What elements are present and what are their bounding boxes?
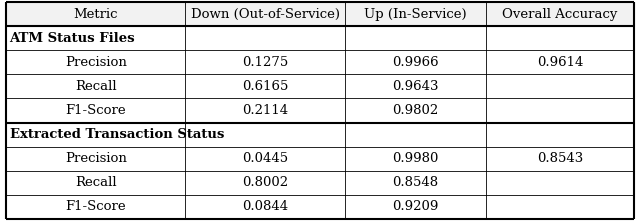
Text: Down (Out-of-Service): Down (Out-of-Service) bbox=[191, 8, 340, 21]
Text: 0.9614: 0.9614 bbox=[537, 56, 583, 69]
Text: 0.9209: 0.9209 bbox=[392, 200, 439, 213]
Text: Precision: Precision bbox=[65, 152, 127, 165]
Text: F1-Score: F1-Score bbox=[65, 104, 126, 117]
Text: Up (In-Service): Up (In-Service) bbox=[364, 8, 467, 21]
Text: 0.8002: 0.8002 bbox=[242, 176, 288, 189]
Text: 0.9802: 0.9802 bbox=[392, 104, 439, 117]
Text: Recall: Recall bbox=[75, 80, 116, 93]
Bar bbox=[6, 2, 634, 26]
Text: Extracted Transaction Status: Extracted Transaction Status bbox=[10, 128, 224, 141]
Text: 0.2114: 0.2114 bbox=[242, 104, 288, 117]
Text: 0.9643: 0.9643 bbox=[392, 80, 439, 93]
Text: Metric: Metric bbox=[74, 8, 118, 21]
Text: ATM Status Files: ATM Status Files bbox=[10, 32, 135, 45]
Text: 0.0445: 0.0445 bbox=[242, 152, 288, 165]
Text: 0.1275: 0.1275 bbox=[242, 56, 288, 69]
Text: F1-Score: F1-Score bbox=[65, 200, 126, 213]
Text: Recall: Recall bbox=[75, 176, 116, 189]
Text: 0.8543: 0.8543 bbox=[537, 152, 583, 165]
Text: 0.8548: 0.8548 bbox=[392, 176, 438, 189]
Text: Overall Accuracy: Overall Accuracy bbox=[502, 8, 618, 21]
Text: 0.9980: 0.9980 bbox=[392, 152, 439, 165]
Text: Precision: Precision bbox=[65, 56, 127, 69]
Text: 0.6165: 0.6165 bbox=[242, 80, 288, 93]
Text: 0.9966: 0.9966 bbox=[392, 56, 439, 69]
Text: 0.0844: 0.0844 bbox=[242, 200, 288, 213]
